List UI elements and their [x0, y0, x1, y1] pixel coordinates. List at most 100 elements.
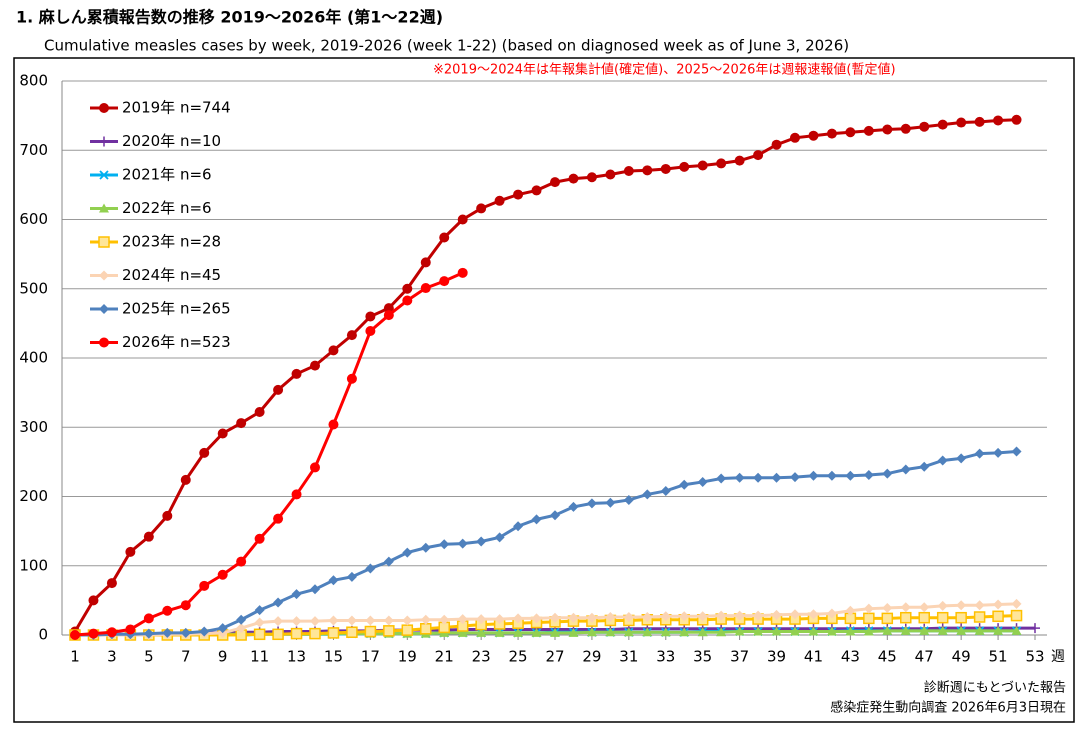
point	[402, 283, 413, 294]
point	[716, 473, 727, 484]
x-tick-label: 31	[619, 648, 638, 666]
point	[476, 536, 487, 547]
point	[993, 625, 1004, 635]
y-tick-label: 500	[19, 279, 48, 297]
legend-marker	[99, 170, 109, 180]
point	[771, 626, 782, 636]
series-line	[74, 271, 464, 637]
x-tick-label: 45	[878, 648, 897, 666]
point	[106, 627, 117, 638]
point	[383, 615, 394, 626]
point	[753, 472, 764, 483]
legend-marker	[98, 236, 110, 248]
point	[826, 626, 837, 636]
legend-marker	[99, 103, 109, 113]
point	[457, 538, 468, 549]
point	[790, 626, 800, 636]
legend-label: 2022年 n=6	[122, 199, 212, 217]
point	[180, 474, 191, 485]
point	[439, 614, 450, 625]
point	[568, 173, 579, 184]
point	[291, 489, 302, 500]
point	[974, 600, 985, 611]
point	[1011, 446, 1022, 457]
point	[697, 476, 708, 487]
series-line	[75, 614, 1017, 637]
point	[531, 627, 542, 637]
point	[550, 510, 560, 521]
footnote: 感染症発生動向調査 2026年6月3日現在	[830, 700, 1066, 716]
point	[365, 615, 376, 626]
point	[808, 470, 819, 481]
x-tick-label: 15	[324, 648, 343, 666]
x-tick-label: 51	[989, 648, 1008, 666]
point	[328, 615, 339, 626]
point	[309, 627, 321, 640]
point	[476, 627, 487, 637]
x-tick-label: 19	[398, 648, 417, 666]
point	[937, 625, 948, 635]
point	[790, 609, 800, 620]
x-tick-label: 5	[144, 648, 154, 666]
y-tick-label: 700	[19, 141, 48, 159]
point	[808, 626, 819, 636]
point	[900, 611, 912, 624]
point	[383, 625, 395, 637]
x-tick-label: 13	[287, 648, 306, 666]
point	[439, 232, 450, 243]
y-tick-label: 600	[19, 210, 48, 228]
point	[845, 626, 856, 636]
point	[863, 470, 874, 481]
point	[697, 611, 708, 622]
point	[420, 283, 431, 294]
point	[734, 610, 745, 621]
point	[697, 627, 708, 637]
point	[900, 123, 911, 134]
point	[605, 627, 616, 637]
point	[623, 611, 634, 622]
point	[310, 584, 320, 595]
point	[679, 627, 690, 637]
point	[900, 602, 911, 613]
chart-border	[13, 57, 1075, 723]
point	[973, 611, 986, 623]
point	[679, 611, 690, 622]
x-tick-label: 43	[841, 648, 860, 666]
point	[1011, 598, 1022, 609]
point	[236, 556, 247, 567]
point	[974, 625, 985, 635]
point	[642, 165, 653, 176]
point	[513, 189, 524, 200]
point	[346, 571, 357, 582]
point	[900, 625, 911, 635]
x-tick-label: 21	[435, 648, 454, 666]
legend-label: 2024年 n=45	[122, 266, 221, 284]
point	[937, 455, 948, 466]
point	[439, 539, 450, 550]
point	[273, 597, 284, 608]
point	[291, 368, 302, 379]
series	[70, 446, 1022, 640]
point	[605, 497, 616, 508]
point	[882, 602, 893, 613]
point	[143, 628, 154, 639]
point	[863, 125, 874, 136]
point	[494, 195, 505, 206]
x-tick-label: 25	[509, 648, 528, 666]
x-tick-label: 17	[361, 648, 380, 666]
point	[550, 612, 560, 623]
point	[956, 625, 967, 635]
point	[457, 627, 468, 637]
point	[679, 479, 690, 490]
point	[272, 628, 284, 641]
point	[383, 303, 394, 314]
point	[365, 563, 376, 574]
point	[734, 472, 745, 483]
point	[364, 625, 377, 638]
point	[808, 609, 819, 620]
legend-label: 2026年 n=523	[122, 333, 231, 351]
point	[531, 185, 542, 196]
point	[236, 614, 247, 625]
point	[162, 605, 173, 616]
point	[586, 627, 597, 637]
